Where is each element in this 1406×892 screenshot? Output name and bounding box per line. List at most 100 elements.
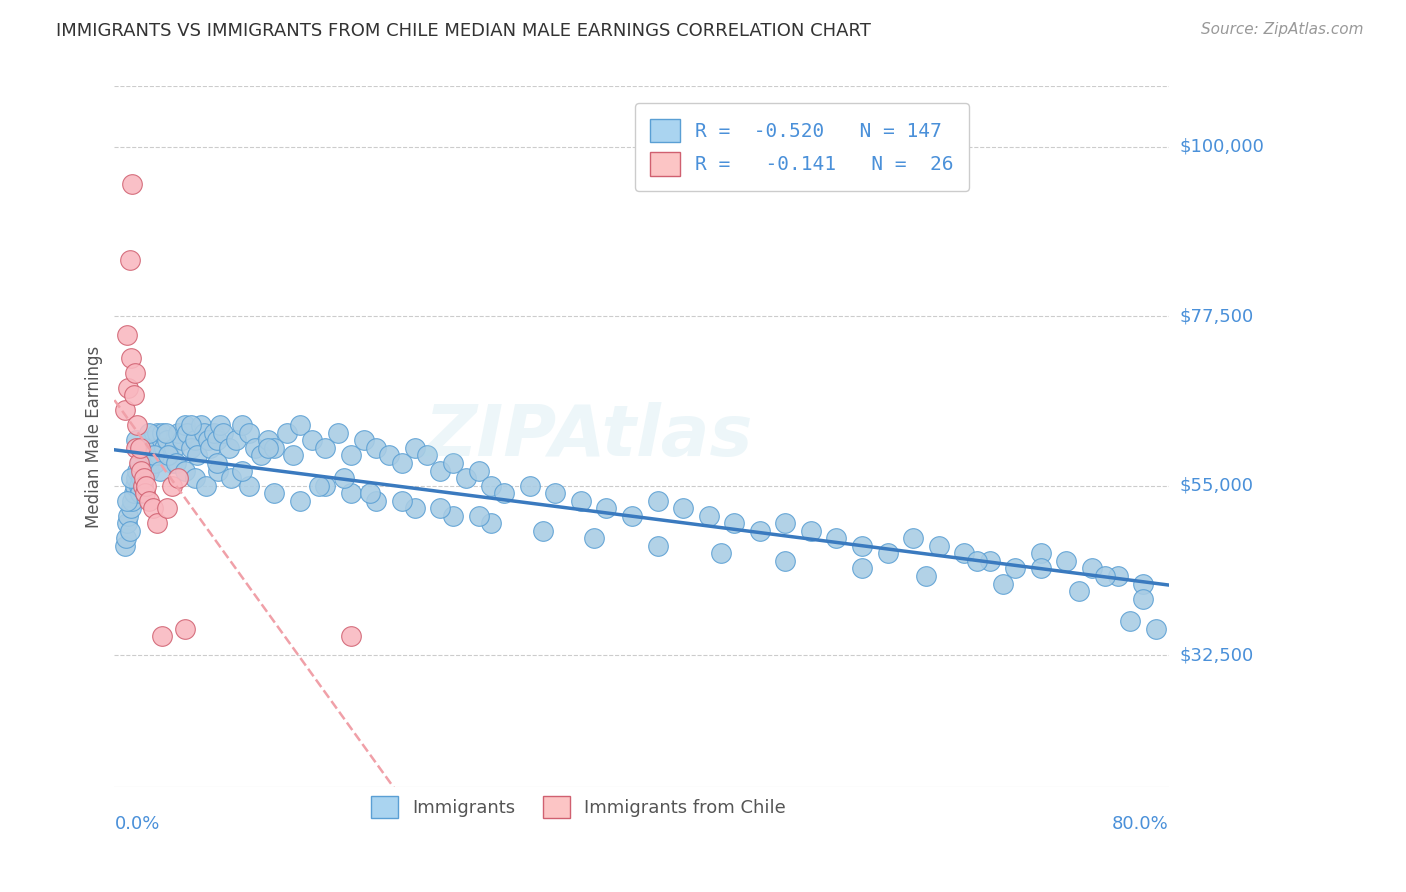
Point <box>697 508 720 523</box>
Point <box>1069 584 1091 599</box>
Point <box>340 449 363 463</box>
Text: Source: ZipAtlas.com: Source: ZipAtlas.com <box>1201 22 1364 37</box>
Point <box>172 434 194 448</box>
Point <box>124 478 146 492</box>
Point <box>136 456 159 470</box>
Point <box>404 501 426 516</box>
Point <box>165 456 187 470</box>
Point <box>595 501 617 516</box>
Text: ZIPAtlas: ZIPAtlas <box>425 402 754 471</box>
Text: 80.0%: 80.0% <box>1112 815 1168 833</box>
Point <box>114 403 136 417</box>
Point <box>149 464 172 478</box>
Point <box>416 449 439 463</box>
Point <box>800 524 823 538</box>
Point <box>429 464 451 478</box>
Point <box>131 464 153 478</box>
Point <box>876 546 898 560</box>
Point <box>120 471 142 485</box>
Point <box>333 471 356 485</box>
Point <box>143 449 166 463</box>
Point <box>391 493 413 508</box>
Point <box>120 501 142 516</box>
Point <box>582 532 605 546</box>
Point <box>139 449 162 463</box>
Point <box>378 449 401 463</box>
Point <box>156 501 179 516</box>
Point <box>366 493 388 508</box>
Point <box>160 456 183 470</box>
Point <box>167 471 190 485</box>
Point <box>134 449 156 463</box>
Point <box>250 449 273 463</box>
Point <box>1144 622 1167 636</box>
Text: IMMIGRANTS VS IMMIGRANTS FROM CHILE MEDIAN MALE EARNINGS CORRELATION CHART: IMMIGRANTS VS IMMIGRANTS FROM CHILE MEDI… <box>56 22 872 40</box>
Point <box>135 478 157 492</box>
Point <box>953 546 976 560</box>
Point <box>156 434 179 448</box>
Point <box>647 493 669 508</box>
Point <box>138 493 160 508</box>
Text: $100,000: $100,000 <box>1180 137 1264 155</box>
Point <box>288 418 311 433</box>
Point <box>150 425 173 440</box>
Legend: Immigrants, Immigrants from Chile: Immigrants, Immigrants from Chile <box>361 787 794 827</box>
Point <box>326 425 349 440</box>
Point <box>200 441 222 455</box>
Point <box>544 486 567 500</box>
Point <box>647 539 669 553</box>
Point <box>142 441 165 455</box>
Point <box>1119 614 1142 628</box>
Point <box>928 539 950 553</box>
Point <box>180 418 202 433</box>
Point <box>710 546 733 560</box>
Point <box>1081 561 1104 575</box>
Point <box>127 418 149 433</box>
Point <box>173 464 195 478</box>
Point <box>129 464 152 478</box>
Point <box>209 418 232 433</box>
Point <box>314 478 336 492</box>
Point <box>132 471 155 485</box>
Point <box>117 508 139 523</box>
Point <box>494 486 516 500</box>
Point <box>620 508 643 523</box>
Point <box>125 471 148 485</box>
Point <box>441 508 464 523</box>
Point <box>115 328 138 343</box>
Point <box>193 425 215 440</box>
Point <box>851 539 873 553</box>
Point <box>1056 554 1078 568</box>
Text: $32,500: $32,500 <box>1180 646 1254 665</box>
Point <box>160 478 183 492</box>
Point <box>748 524 770 538</box>
Point <box>1107 569 1129 583</box>
Point <box>308 478 330 492</box>
Point <box>190 418 212 433</box>
Point <box>129 456 152 470</box>
Point <box>131 478 153 492</box>
Point <box>569 493 592 508</box>
Point <box>173 622 195 636</box>
Point <box>114 539 136 553</box>
Point <box>314 441 336 455</box>
Point <box>163 441 186 455</box>
Point <box>723 516 745 531</box>
Point <box>340 486 363 500</box>
Point <box>205 456 228 470</box>
Point <box>238 478 260 492</box>
Point <box>288 493 311 508</box>
Point <box>135 441 157 455</box>
Point <box>219 471 242 485</box>
Point <box>391 456 413 470</box>
Point <box>212 425 235 440</box>
Point <box>125 441 148 455</box>
Point <box>129 486 152 500</box>
Point <box>1029 561 1052 575</box>
Text: $77,500: $77,500 <box>1180 307 1254 325</box>
Point <box>359 486 381 500</box>
Point <box>115 493 138 508</box>
Point <box>366 441 388 455</box>
Point <box>143 456 166 470</box>
Point <box>146 441 169 455</box>
